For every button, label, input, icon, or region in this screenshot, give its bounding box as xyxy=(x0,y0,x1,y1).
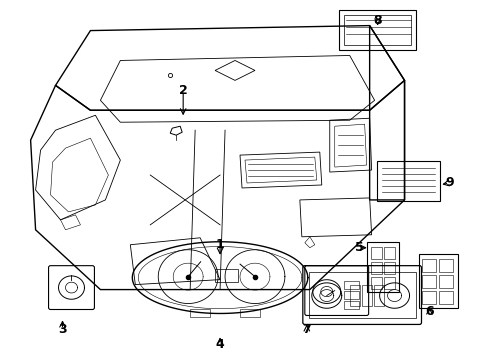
Text: 6: 6 xyxy=(424,305,433,318)
Text: 1: 1 xyxy=(215,238,224,251)
Text: 3: 3 xyxy=(58,323,67,336)
Text: 9: 9 xyxy=(444,176,453,189)
Text: 7: 7 xyxy=(302,323,310,336)
Text: 2: 2 xyxy=(179,84,187,97)
Text: 8: 8 xyxy=(372,14,381,27)
Text: 5: 5 xyxy=(355,241,363,254)
Text: 4: 4 xyxy=(215,338,224,351)
